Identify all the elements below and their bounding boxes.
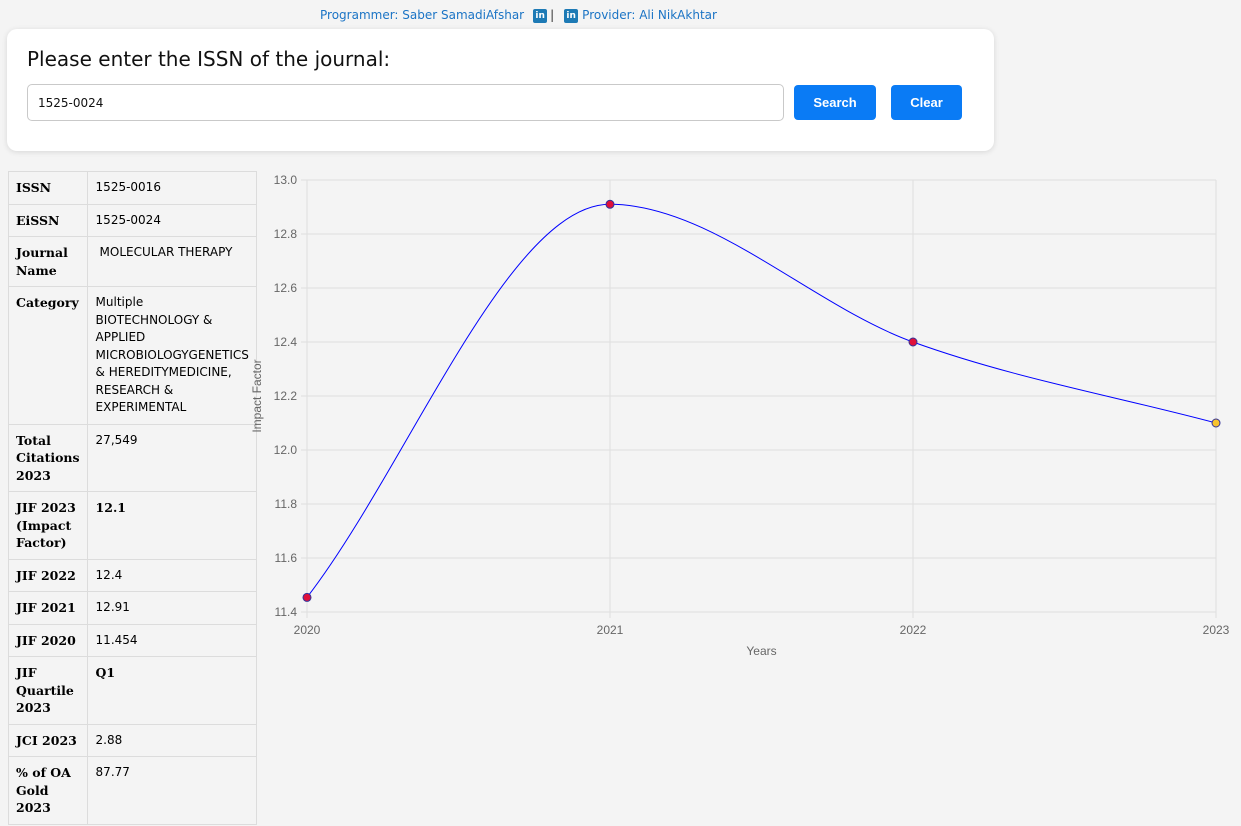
row-key: JIF 2022 [8, 558, 88, 592]
y-tick-label: 13.0 [274, 173, 298, 187]
y-tick-label: 11.8 [275, 497, 298, 511]
programmer-link[interactable]: Programmer: Saber SamadiAfshar [320, 7, 525, 22]
provider-link[interactable]: Provider: Ali NikAkhtar [582, 7, 717, 22]
row-key: Journal Name [8, 236, 88, 287]
x-tick-label: 2023 [1203, 623, 1230, 637]
table-row: Total Citations 2023 27,549 [8, 423, 257, 492]
row-value: 11.454 [86, 623, 257, 657]
row-key: Total Citations 2023 [8, 423, 88, 492]
y-axis-label: Impact Factor [250, 359, 264, 432]
y-tick-label: 11.6 [275, 551, 298, 565]
data-point [908, 337, 918, 347]
row-value: 12.91 [86, 591, 257, 625]
row-key: % of OA Gold 2023 [8, 756, 88, 825]
linkedin-icon[interactable]: in [533, 9, 548, 23]
x-axis-label: Years [746, 644, 776, 658]
row-value: 2.88 [86, 723, 257, 757]
row-key: JIF Quartile 2023 [8, 656, 88, 725]
row-key: JIF 2020 [8, 623, 88, 657]
row-value: 87.77 [86, 756, 257, 825]
clear-button[interactable]: Clear [891, 85, 962, 120]
row-key: EiSSN [8, 203, 88, 237]
table-row: JIF 2020 11.454 [8, 623, 257, 657]
credits-separator: | [550, 7, 555, 22]
y-tick-label: 12.8 [274, 227, 298, 241]
table-row: JIF 2023 (Impact Factor) 12.1 [8, 491, 257, 560]
impact-factor-chart: 13.0 12.8 12.6 12.4 12.2 12.0 11.8 11.6 11.4 2020… [250, 173, 1230, 658]
series-line [306, 203, 1217, 598]
row-key: JIF 2023 (Impact Factor) [8, 491, 88, 560]
table-row: JIF 2022 12.4 [8, 558, 257, 592]
x-tick-label: 2022 [900, 623, 927, 637]
row-value: 12.4 [86, 558, 257, 592]
y-tick-label: 12.0 [274, 443, 298, 457]
data-point [605, 199, 615, 209]
row-key: ISSN [8, 171, 88, 205]
search-prompt: Please enter the ISSN of the journal: [27, 47, 391, 71]
table-row: % of OA Gold 2023 87.77 [8, 756, 257, 825]
issn-input[interactable] [27, 84, 784, 121]
x-tick-label: 2020 [294, 623, 321, 637]
row-key: Category [8, 286, 88, 425]
row-value: 27,549 [86, 423, 257, 492]
y-tick-label: 11.4 [275, 605, 298, 619]
table-row: Journal Name MOLECULAR THERAPY [8, 236, 257, 287]
search-button[interactable]: Search [794, 85, 876, 120]
row-key: JCI 2023 [8, 723, 88, 757]
table-row: EiSSN 1525-0024 [8, 203, 257, 237]
data-point [1211, 418, 1221, 428]
table-row: ISSN 1525-0016 [8, 171, 257, 205]
y-tick-label: 12.6 [274, 281, 298, 295]
row-value: 1525-0016 [86, 171, 257, 205]
row-key: JIF 2021 [8, 591, 88, 625]
y-tick-label: 12.4 [274, 335, 298, 349]
row-value: Multiple BIOTECHNOLOGY & APPLIED MICROBI… [86, 286, 257, 425]
y-tick-label: 12.2 [274, 389, 298, 403]
row-value: Q1 [86, 656, 257, 725]
search-card: Please enter the ISSN of the journal: Se… [7, 29, 994, 151]
table-row: JIF 2021 12.91 [8, 591, 257, 625]
credits-bar: Programmer: Saber SamadiAfshar in | in P… [320, 6, 717, 23]
x-tick-label: 2021 [597, 623, 624, 637]
row-value: 12.1 [86, 491, 257, 560]
row-value: 1525-0024 [86, 203, 257, 237]
journal-info-table: ISSN 1525-0016 EiSSN 1525-0024 Journal N… [8, 171, 257, 825]
table-row: Category Multiple BIOTECHNOLOGY & APPLIE… [8, 286, 257, 425]
row-value: MOLECULAR THERAPY [86, 236, 257, 287]
table-row: JCI 2023 2.88 [8, 723, 257, 757]
table-row: JIF Quartile 2023 Q1 [8, 656, 257, 725]
linkedin-icon[interactable]: in [564, 9, 579, 23]
data-point [302, 592, 312, 602]
